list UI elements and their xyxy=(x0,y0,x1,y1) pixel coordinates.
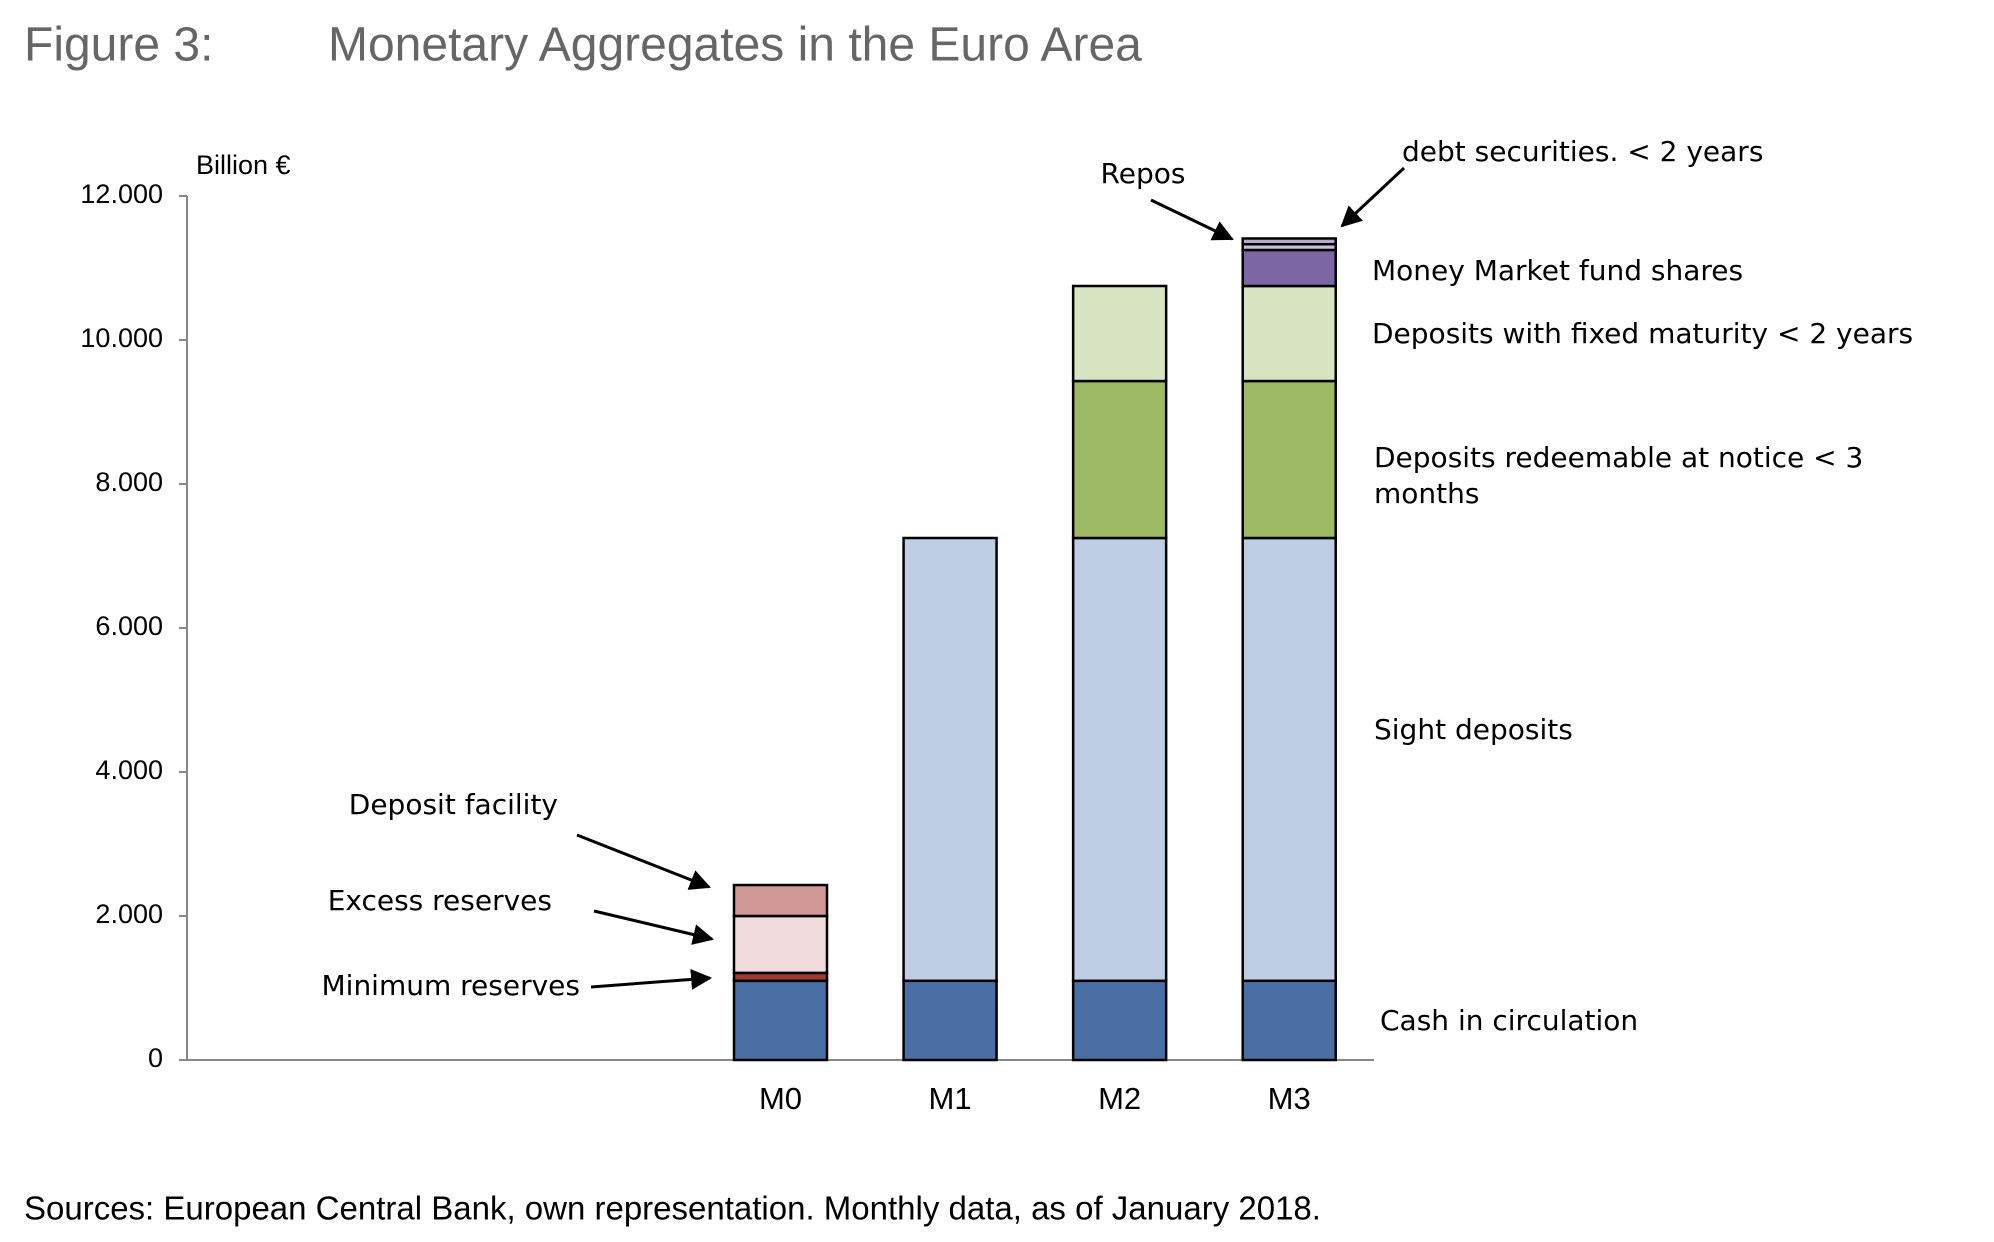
bar-segment xyxy=(1071,284,1168,383)
bar-segment xyxy=(1241,248,1337,288)
y-tick-label: 12.000 xyxy=(80,179,163,209)
bar-segment xyxy=(1241,379,1337,540)
annotation-arrow xyxy=(576,833,711,890)
chart-title: Monetary Aggregates in the Euro Area xyxy=(328,19,1142,72)
y-tick-label: 8.000 xyxy=(95,467,163,497)
bar-segment xyxy=(902,536,998,983)
series-label-box: Deposits redeemable at notice < 3 months xyxy=(1374,441,1864,510)
figure-label: Figure 3: xyxy=(24,19,213,72)
series-label: Cash in circulation xyxy=(1380,1004,1638,1037)
x-tick-label: M3 xyxy=(1268,1081,1311,1116)
series-label: Deposits redeemable at notice < 3 months xyxy=(1374,441,1864,510)
bar-segment xyxy=(1241,237,1337,246)
y-axis-label: Billion € xyxy=(196,150,291,180)
series-label: Deposits with fixed maturity < 2 years xyxy=(1372,317,1913,350)
series-label: Minimum reserves xyxy=(322,969,581,1002)
bar-segment xyxy=(1241,284,1337,383)
annotation-arrow xyxy=(593,909,715,945)
series-label: debt securities. < 2 years xyxy=(1402,135,1763,168)
bar-segment xyxy=(1241,536,1337,983)
bar-segment xyxy=(1071,536,1168,983)
y-tick-label: 10.000 xyxy=(80,323,163,353)
bar-segment xyxy=(732,914,829,975)
bar-segment xyxy=(1241,979,1337,1062)
bar-segment xyxy=(1071,379,1168,540)
series-label: Deposit facility xyxy=(349,788,558,821)
y-tick-label: 4.000 xyxy=(95,755,163,785)
y-tick-label: 6.000 xyxy=(95,611,163,641)
series-label: Money Market fund shares xyxy=(1372,254,1743,287)
source-note: Sources: European Central Bank, own repr… xyxy=(24,1190,1321,1227)
bar-segment xyxy=(732,883,829,918)
series-label: Sight deposits xyxy=(1374,713,1573,746)
annotation-arrow xyxy=(1150,198,1234,241)
bar-segment xyxy=(902,979,998,1062)
x-tick-label: M1 xyxy=(929,1081,972,1116)
annotation-arrow xyxy=(590,968,713,990)
x-tick-label: M0 xyxy=(759,1081,802,1116)
series-label: Excess reserves xyxy=(328,884,552,917)
series-label: Repos xyxy=(1101,157,1186,190)
bar-segment xyxy=(732,979,829,1062)
y-tick-label: 2.000 xyxy=(95,899,163,929)
annotation-arrow xyxy=(1340,166,1406,228)
y-tick-label: 0 xyxy=(148,1043,163,1073)
bar-segment xyxy=(1071,979,1168,1062)
x-tick-label: M2 xyxy=(1098,1081,1141,1116)
